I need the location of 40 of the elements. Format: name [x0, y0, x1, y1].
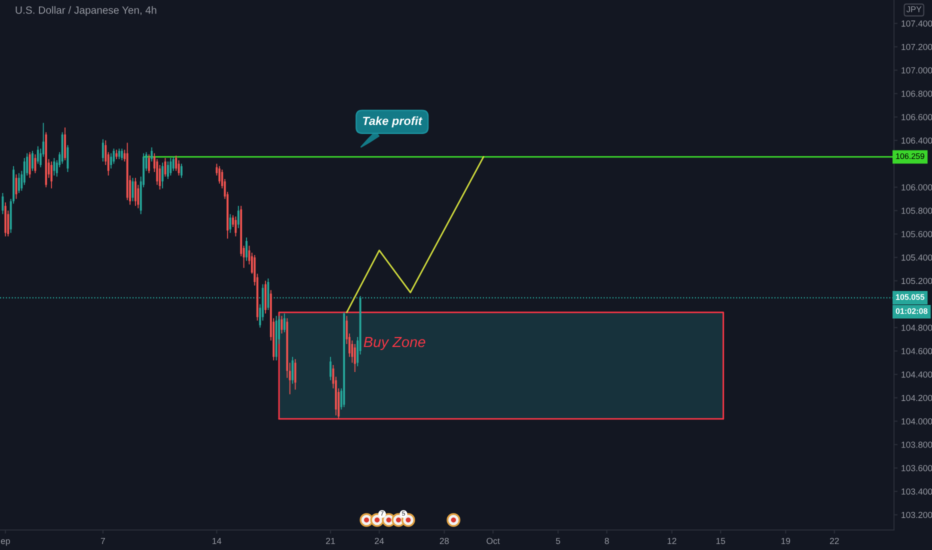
text: 01:02:08	[896, 308, 928, 314]
y-axis-title: JPY	[906, 6, 922, 12]
y-tick-label: 104.400	[902, 371, 932, 378]
y-tick-label: 105.800	[902, 208, 932, 214]
y-tick-label: 106.800	[902, 90, 932, 97]
text: U.S. Dollar / Japanese Yen, 4h	[16, 6, 156, 16]
y-tick-label: 104.200	[902, 394, 932, 402]
x-tick-label: 22	[830, 538, 839, 544]
ref-line-label: 105.055	[896, 294, 924, 300]
data-label: 106.259	[896, 153, 924, 160]
x-tick-label: Oct	[486, 538, 500, 544]
y-tick-label: 104.600	[902, 348, 932, 354]
y-tick-label: 106.400	[902, 137, 932, 144]
y-tick-label: 103.200	[902, 512, 932, 518]
x-tick-label: 15	[716, 538, 726, 544]
y-tick-label: 105.600	[902, 231, 932, 238]
y-tick-label: 106.000	[902, 184, 932, 190]
x-tick-label: 8	[604, 538, 609, 544]
y-tick-label: 107.400	[902, 20, 932, 27]
y-tick-label: 103.600	[902, 465, 932, 472]
y-tick-label: 104.000	[902, 418, 932, 424]
y-tick-label: 105.200	[902, 278, 932, 284]
x-tick-label: 28	[440, 538, 449, 544]
y-tick-label: 103.400	[902, 488, 932, 495]
x-tick-label: 21	[326, 538, 335, 544]
series-label: Buy Zone	[364, 337, 426, 350]
x-tick-label: 14	[212, 538, 222, 544]
y-tick-label: 103.800	[902, 442, 932, 448]
x-tick-label: ep	[0, 539, 10, 546]
y-tick-label: 107.000	[902, 67, 932, 74]
y-tick-label: 107.200	[902, 44, 932, 50]
y-tick-label: 104.800	[902, 324, 932, 331]
y-tick-label: 106.600	[902, 114, 932, 120]
x-tick-label: 24	[374, 538, 384, 544]
x-tick-label: 7	[100, 538, 105, 544]
x-tick-label: 12	[668, 538, 676, 544]
x-tick-label: 19	[781, 538, 790, 544]
y-tick-label: 105.400	[902, 254, 932, 261]
annotation: Take profit	[363, 116, 422, 128]
x-tick-label: 5	[556, 538, 560, 544]
